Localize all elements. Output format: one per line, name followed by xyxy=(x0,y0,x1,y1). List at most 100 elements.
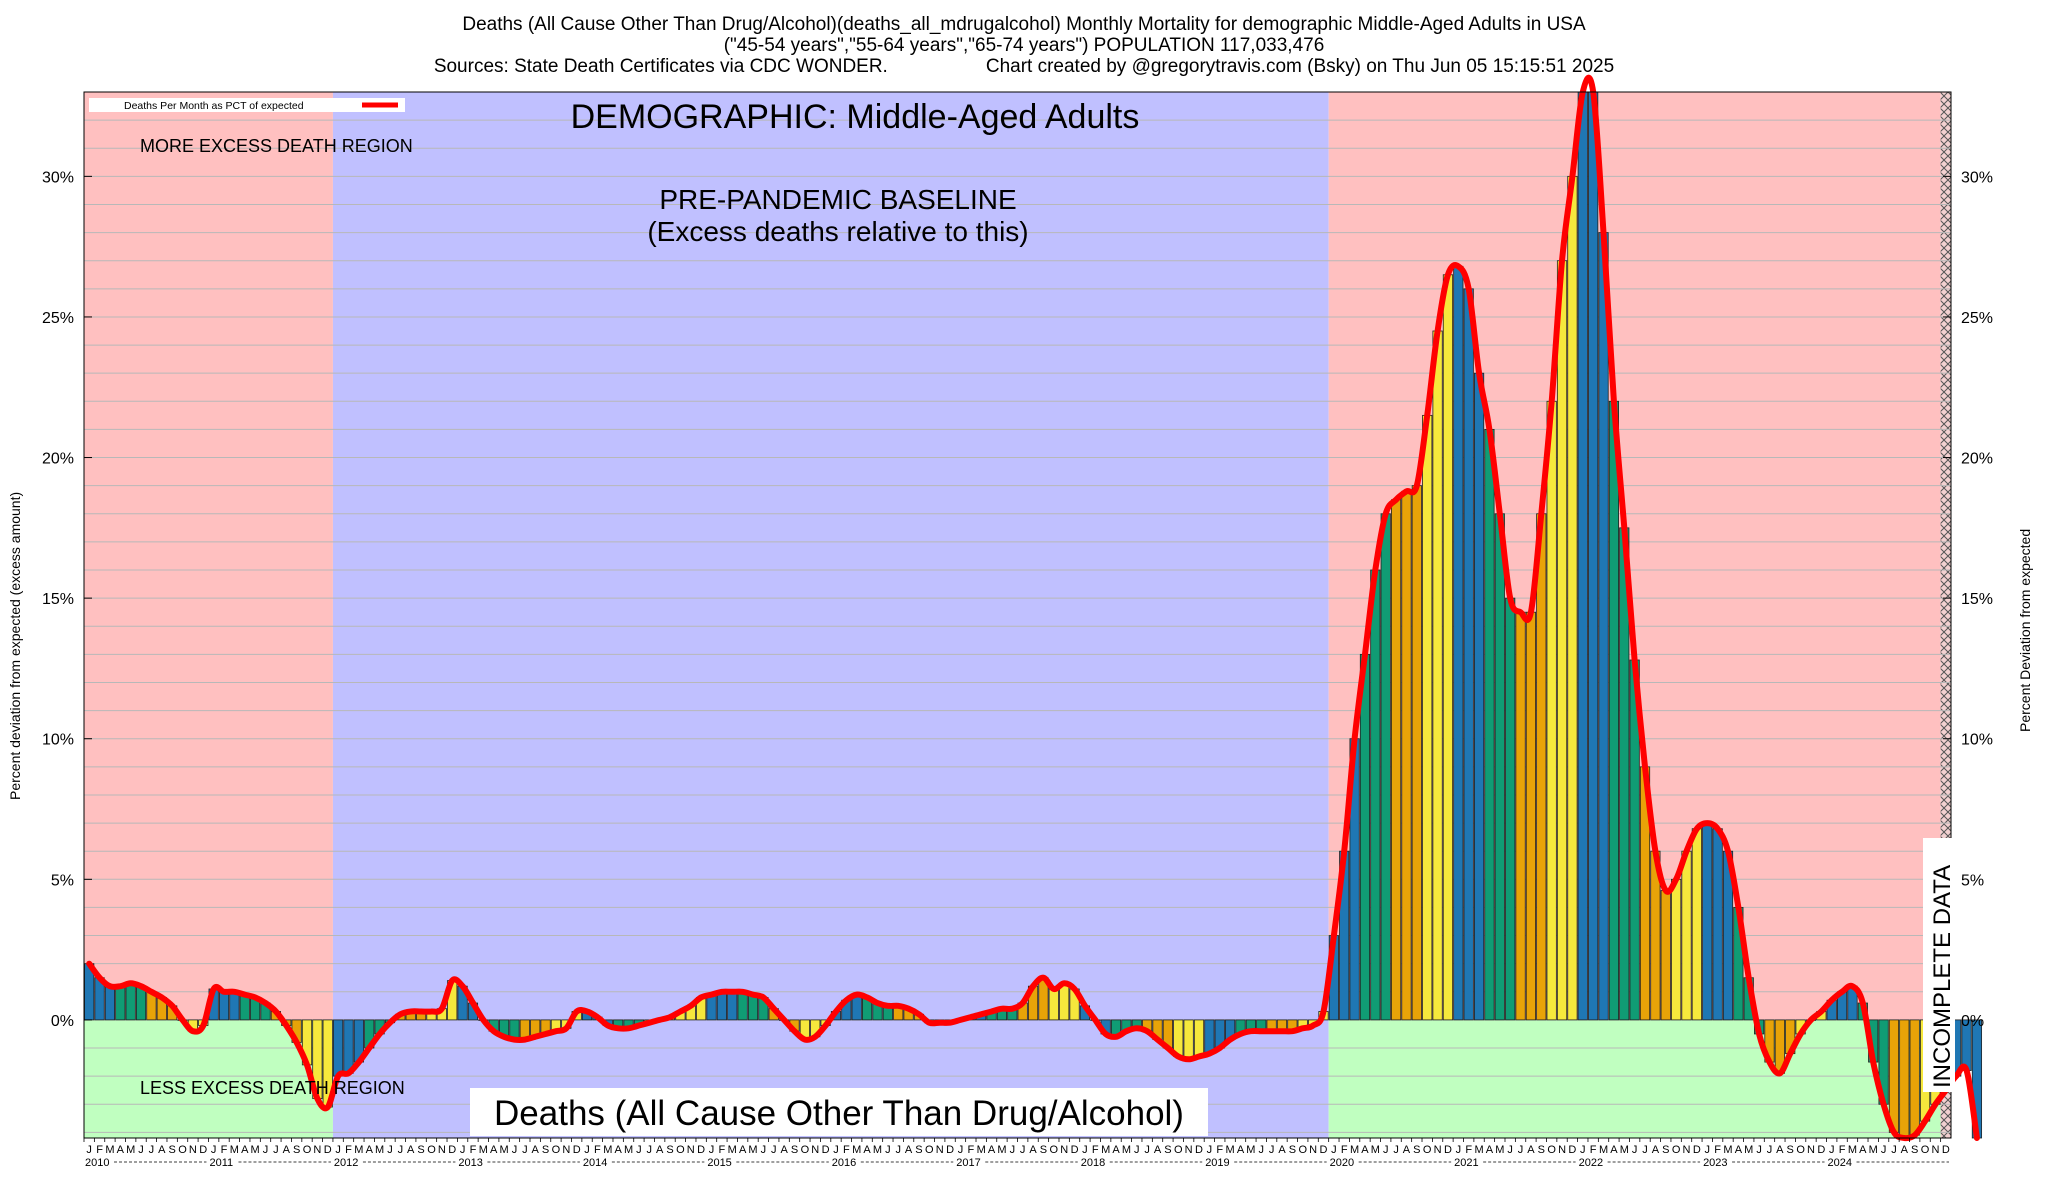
month-tick-label: J xyxy=(709,1144,715,1156)
baseline-region xyxy=(332,92,1329,1138)
annotation-demographic: DEMOGRAPHIC: Middle-Aged Adults xyxy=(571,98,1140,136)
bar xyxy=(1059,982,1070,1021)
month-tick-label: J xyxy=(335,1144,341,1156)
month-tick-label: M xyxy=(1226,1144,1235,1156)
bar xyxy=(727,991,738,1021)
month-tick-label: N xyxy=(438,1144,446,1156)
month-tick-label: D xyxy=(1942,1144,1950,1156)
bar xyxy=(1463,288,1474,1021)
month-tick-label: J xyxy=(86,1144,92,1156)
y-tick-label-left: 0% xyxy=(51,1013,74,1030)
month-tick-label: F xyxy=(345,1144,352,1156)
month-tick-label: O xyxy=(1796,1144,1805,1156)
month-tick-label: J xyxy=(211,1144,217,1156)
y-tick-label-right: 30% xyxy=(1961,169,1993,186)
y-axis-label-left: Percent deviation from expected (excess … xyxy=(7,492,23,800)
month-tick-label: J xyxy=(1507,1144,1513,1156)
bar xyxy=(1525,611,1537,1021)
month-tick-label: J xyxy=(398,1144,404,1156)
bar xyxy=(706,994,717,1021)
year-tick-label: 2016 xyxy=(832,1157,856,1169)
month-tick-label: F xyxy=(1092,1144,1099,1156)
incomplete-data-region xyxy=(1940,92,1951,1138)
month-tick-label: A xyxy=(1735,1144,1743,1156)
month-tick-label: N xyxy=(936,1144,944,1156)
month-tick-label: F xyxy=(1341,1144,1348,1156)
bar xyxy=(1588,91,1599,1021)
less-excess-region-right xyxy=(1328,1019,1941,1138)
month-tick-label: D xyxy=(199,1144,207,1156)
month-tick-label: A xyxy=(1112,1144,1120,1156)
month-tick-label: F xyxy=(221,1144,228,1156)
month-tick-label: J xyxy=(895,1144,901,1156)
month-tick-label: N xyxy=(189,1144,197,1156)
month-tick-label: N xyxy=(1683,1144,1691,1156)
month-tick-label: M xyxy=(126,1144,135,1156)
month-tick-label: J xyxy=(1580,1144,1586,1156)
month-tick-label: M xyxy=(251,1144,260,1156)
regions-layer xyxy=(84,92,1951,1138)
month-tick-label: A xyxy=(241,1144,249,1156)
bar xyxy=(135,985,147,1021)
less-excess-region-left xyxy=(84,1019,333,1138)
month-tick-label: M xyxy=(728,1144,737,1156)
month-tick-label: N xyxy=(1931,1144,1939,1156)
month-tick-label: S xyxy=(168,1144,175,1156)
y-tick-label-left: 30% xyxy=(42,169,74,186)
bar xyxy=(115,985,126,1021)
y-tick-label-left: 15% xyxy=(42,591,74,608)
month-tick-label: A xyxy=(532,1144,540,1156)
month-tick-label: F xyxy=(719,1144,726,1156)
month-tick-label: M xyxy=(1474,1144,1483,1156)
annotation-bottom-title: Deaths (All Cause Other Than Drug/Alcoho… xyxy=(494,1094,1184,1133)
month-tick-label: J xyxy=(885,1144,891,1156)
month-tick-label: J xyxy=(1456,1144,1462,1156)
bottom-title-bg xyxy=(470,1088,1208,1136)
bar xyxy=(1899,1019,1910,1139)
bar xyxy=(1422,414,1433,1021)
month-tick-label: A xyxy=(1278,1144,1286,1156)
y-tick-label-right: 20% xyxy=(1961,451,1993,468)
month-tick-label: A xyxy=(490,1144,498,1156)
month-tick-label: S xyxy=(1538,1144,1545,1156)
month-tick-label: A xyxy=(366,1144,374,1156)
year-tick-label: 2013 xyxy=(458,1157,482,1169)
month-tick-label: O xyxy=(676,1144,685,1156)
month-tick-label: J xyxy=(958,1144,964,1156)
month-tick-label: J xyxy=(1393,1144,1399,1156)
month-tick-label: O xyxy=(801,1144,810,1156)
month-tick-label: J xyxy=(647,1144,653,1156)
month-tick-label: J xyxy=(1020,1144,1026,1156)
chart-sources-credit: Sources: State Death Certificates via CD… xyxy=(0,56,2048,77)
month-tick-label: O xyxy=(1050,1144,1059,1156)
month-tick-label: J xyxy=(1383,1144,1389,1156)
month-tick-label: M xyxy=(230,1144,239,1156)
bar xyxy=(1681,850,1692,1021)
month-tick-label: J xyxy=(273,1144,279,1156)
month-tick-label: F xyxy=(1465,1144,1472,1156)
month-tick-label: O xyxy=(178,1144,187,1156)
month-tick-label: M xyxy=(1599,1144,1608,1156)
month-tick-label: O xyxy=(1174,1144,1183,1156)
month-tick-label: N xyxy=(1434,1144,1442,1156)
month-tick-label: A xyxy=(780,1144,788,1156)
month-tick-label: F xyxy=(594,1144,601,1156)
month-tick-label: M xyxy=(997,1144,1006,1156)
chart-title: Deaths (All Cause Other Than Drug/Alcoho… xyxy=(462,14,1586,35)
bar xyxy=(1712,828,1723,1021)
month-tick-label: M xyxy=(1495,1144,1504,1156)
axes-layer: 0% 0%5% 5%10% 10%15% 15%20% 20%25% 25%30% 30%J F… xyxy=(42,91,1993,1169)
bar xyxy=(1515,611,1526,1021)
year-tick-label: 2021 xyxy=(1454,1157,1478,1169)
month-tick-label: J xyxy=(512,1144,518,1156)
month-tick-label: J xyxy=(149,1144,155,1156)
month-tick-label: A xyxy=(1610,1144,1618,1156)
month-tick-label: J xyxy=(1010,1144,1016,1156)
month-tick-label: J xyxy=(1891,1144,1897,1156)
month-tick-label: A xyxy=(1486,1144,1494,1156)
month-tick-label: J xyxy=(771,1144,777,1156)
month-tick-label: D xyxy=(324,1144,332,1156)
month-tick-label: D xyxy=(1195,1144,1203,1156)
month-tick-label: D xyxy=(946,1144,954,1156)
month-tick-label: A xyxy=(117,1144,125,1156)
